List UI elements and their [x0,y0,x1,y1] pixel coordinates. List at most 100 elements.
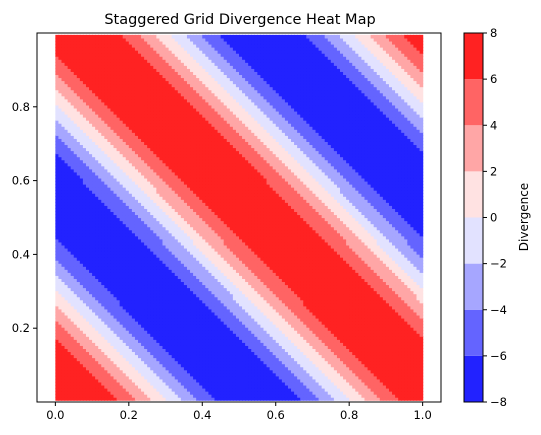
heatmap-cell [61,229,66,234]
heatmap-cell [147,330,151,334]
heatmap-cell [150,211,154,216]
heatmap-cell [67,244,72,249]
heatmap-cell [67,330,72,334]
heatmap-cell [156,214,161,219]
heatmap-cell [159,247,164,252]
heatmap-cell [89,284,93,289]
heatmap-cell [168,159,173,164]
heatmap-cell [92,165,96,170]
heatmap-cell [174,50,179,54]
heatmap-cell [67,241,72,246]
heatmap-cell [113,107,118,112]
heatmap-cell [113,235,118,240]
heatmap-cell [70,211,75,216]
heatmap-cell [150,290,154,295]
heatmap-cell [156,391,161,395]
heatmap-cell [79,275,84,279]
heatmap-cell [128,238,133,243]
heatmap-cell [73,363,78,368]
heatmap-cell [92,372,96,377]
heatmap-cell [89,65,93,69]
heatmap-cell [131,235,136,240]
heatmap-cell [92,272,96,276]
heatmap-cell [174,314,179,319]
heatmap-cell [95,184,99,188]
heatmap-cell [174,247,179,252]
heatmap-cell [150,391,154,395]
heatmap-cell [58,247,63,252]
heatmap-cell [116,214,121,219]
heatmap-cell [104,101,108,106]
heatmap-cell [89,196,93,200]
heatmap-cell [128,211,133,216]
heatmap-cell [168,238,173,243]
heatmap-cell [128,384,133,389]
heatmap-cell [138,202,142,206]
heatmap-cell [58,187,63,191]
heatmap-cell [113,241,118,246]
heatmap-cell [98,187,102,191]
heatmap-cell [110,40,115,45]
heatmap-cell [147,254,151,258]
heatmap-cell [116,193,121,197]
heatmap-cell [64,296,69,301]
heatmap-cell [89,281,93,286]
heatmap-cell [113,117,118,121]
heatmap-cell [73,92,78,97]
heatmap-cell [150,247,154,252]
heatmap-cell [82,196,87,200]
heatmap-cell [64,247,69,252]
heatmap-cell [147,311,151,316]
heatmap-cell [153,43,157,48]
heatmap-cell [180,232,185,237]
heatmap-cell [89,260,93,264]
heatmap-cell [64,266,69,270]
heatmap-cell [147,293,151,298]
heatmap-cell [138,180,142,185]
heatmap-cell [177,330,182,334]
heatmap-cell [98,153,102,158]
heatmap-cell [144,101,148,106]
heatmap-cell [156,372,161,377]
heatmap-cell [168,384,173,389]
heatmap-cell [95,339,99,343]
heatmap-cell [162,144,167,149]
heatmap-cell [168,235,173,240]
heatmap-cell [128,360,133,365]
heatmap-cell [73,126,78,130]
heatmap-cell [122,50,127,54]
heatmap-cell [141,95,145,100]
heatmap-cell [95,281,99,286]
heatmap-cell [110,104,115,109]
heatmap-cell [107,308,112,313]
heatmap-cell [70,290,75,295]
heatmap-cell [116,50,121,54]
heatmap-cell [131,397,136,401]
heatmap-cell [107,260,112,264]
heatmap-cell [131,247,136,252]
heatmap-cell [61,333,66,337]
heatmap-cell [95,384,99,389]
heatmap-cell [104,117,108,121]
heatmap-cell [95,342,99,346]
heatmap-cell [162,171,167,176]
heatmap-cell [125,241,130,246]
heatmap-cell [79,141,84,146]
heatmap-cell [131,71,136,76]
heatmap-cell [110,196,115,200]
heatmap-cell [153,250,157,255]
heatmap-cell [70,71,75,76]
heatmap-cell [156,235,161,240]
heatmap-cell [85,37,90,42]
heatmap-cell [58,86,63,91]
heatmap-cell [104,71,108,76]
heatmap-cell [131,159,136,164]
heatmap-cell [82,107,87,112]
heatmap-cell [131,147,136,152]
heatmap-cell [177,147,182,152]
heatmap-cell [101,171,105,176]
heatmap-cell [165,123,170,127]
heatmap-cell [131,89,136,94]
heatmap-cell [168,171,173,176]
heatmap-cell [159,260,164,264]
